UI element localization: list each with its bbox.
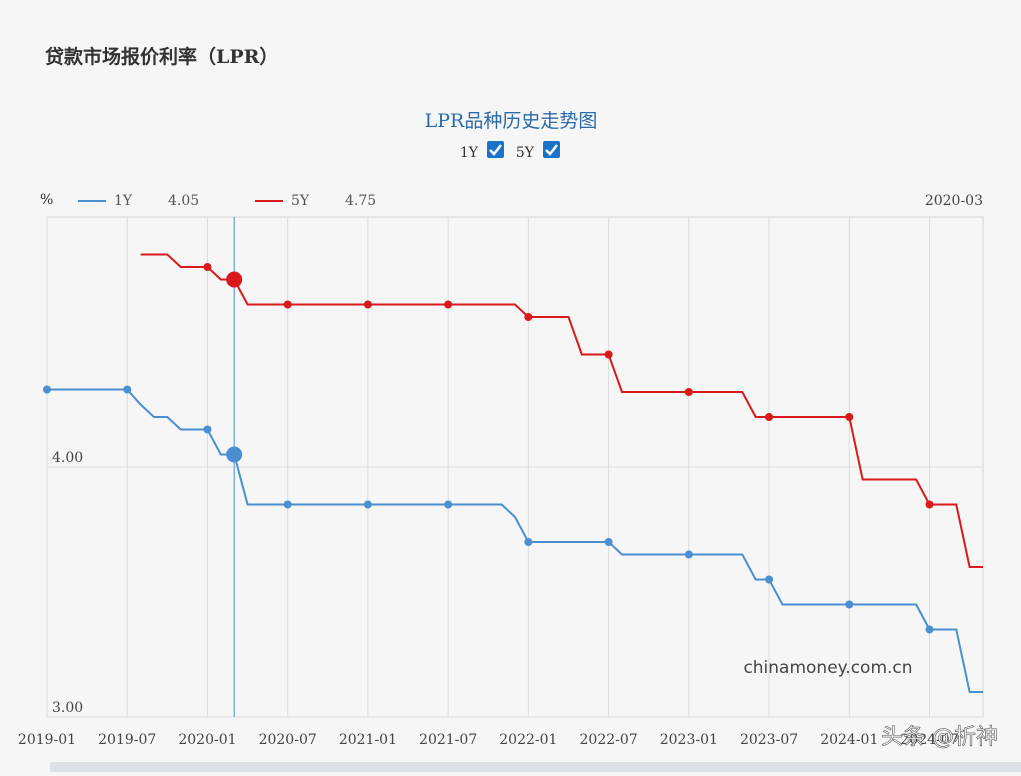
watermark: 头条 @析神 [881,725,998,750]
toggle-label: 1Y [460,145,479,161]
point [845,413,854,421]
checkbox[interactable] [487,141,504,158]
point [203,425,212,434]
point [363,300,372,309]
x-tick-label: 2022-07 [580,732,638,748]
point [524,313,533,321]
hover-point [226,446,243,463]
point [123,385,132,394]
chart-title: LPR品种历史走势图 [425,110,598,132]
x-tick-label: 2021-01 [339,732,397,748]
point [684,388,693,396]
x-tick-label: 2024-07 [900,732,958,748]
x-tick-label: 2020-07 [259,732,317,748]
point [684,550,693,559]
y-tick-label: 3.00 [52,700,83,716]
point [925,500,934,509]
x-tick-label: 2020-01 [178,732,236,748]
point [283,300,292,309]
legend-label: 5Y [291,193,310,209]
x-tick-label: 2023-07 [740,732,798,748]
point [925,625,934,634]
watermark: chinamoney.com.cn [743,658,912,678]
x-tick-label: 2024-01 [820,732,878,748]
point [765,575,774,584]
y-tick-label: 4.00 [52,450,83,466]
point [283,500,292,509]
point [363,500,372,509]
x-tick-label: 2019-01 [18,732,76,748]
x-tick-label: 2019-07 [98,732,156,748]
hover-point [226,271,243,288]
point [845,600,854,609]
unit-label: % [40,192,53,208]
point [524,538,533,546]
legend-label: 1Y [114,193,133,209]
scrollbar [50,762,1021,772]
point [444,500,453,509]
point [604,350,613,359]
page-title: 贷款市场报价利率（LPR） [45,45,278,68]
checkbox[interactable] [543,141,560,158]
x-tick-label: 2021-07 [419,732,477,748]
legend-value: 4.05 [168,193,199,209]
cursor-date: 2020-03 [925,193,983,209]
point [765,413,774,421]
toggle-label: 5Y [516,145,535,161]
point [604,538,613,546]
series-line [140,253,983,568]
point [444,300,453,309]
series-line [47,388,983,693]
point [43,385,51,394]
x-tick-label: 2022-01 [499,732,557,748]
point [203,263,212,271]
x-tick-label: 2023-01 [660,732,718,748]
legend-value: 4.75 [345,193,376,209]
